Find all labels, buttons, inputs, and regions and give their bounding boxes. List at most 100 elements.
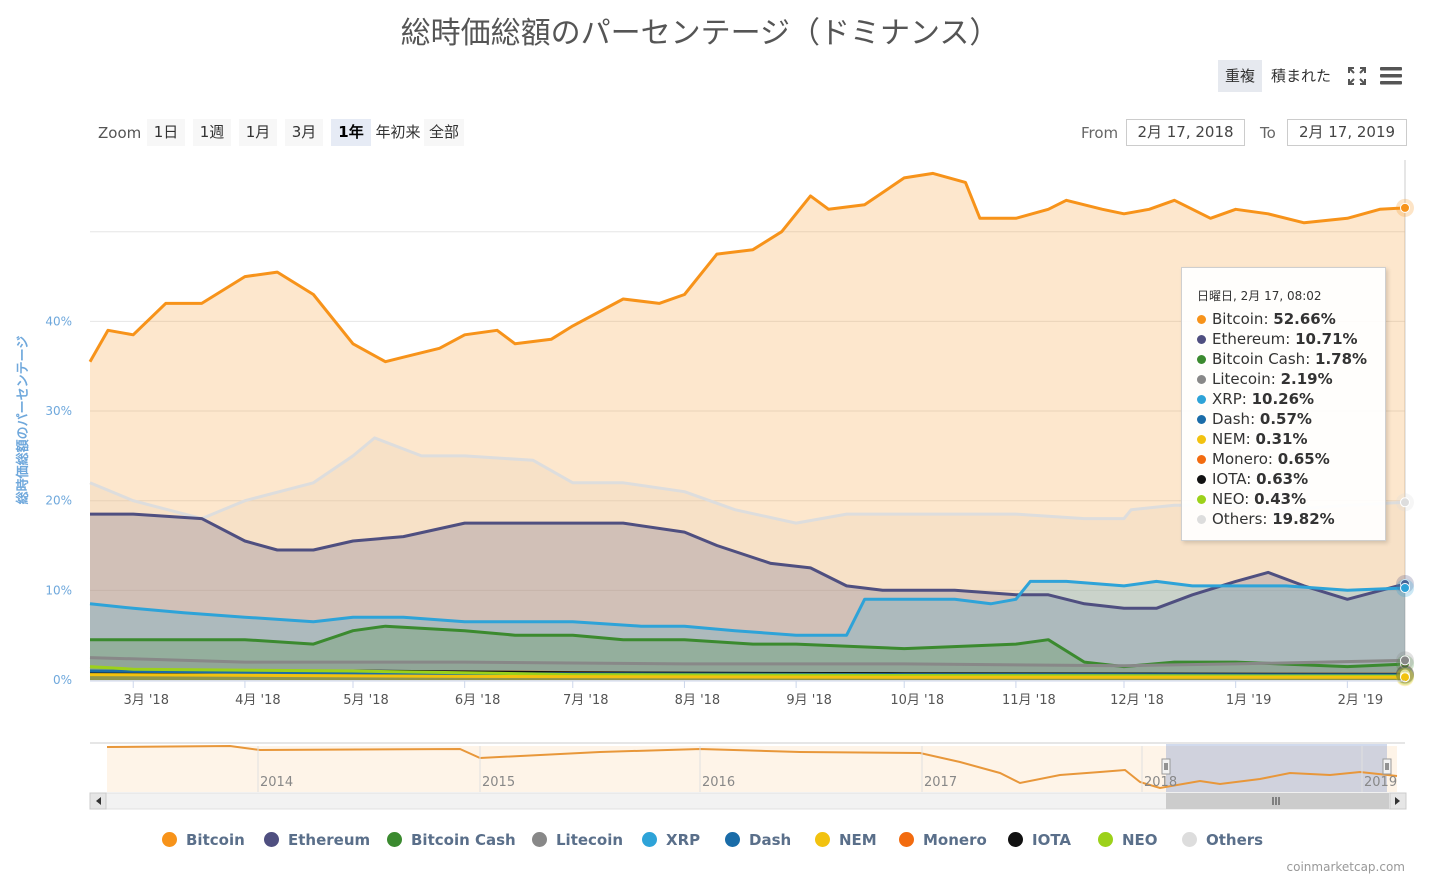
- legend-dot-icon: [815, 832, 830, 847]
- x-tick-label: 5月 '18: [343, 693, 389, 708]
- series-line-ethereum[interactable]: [90, 512, 1406, 610]
- legend-dot-icon: [1008, 832, 1023, 847]
- tooltip-row: Monero: 0.65%: [1197, 449, 1385, 469]
- tooltip-row: Dash: 0.57%: [1197, 409, 1385, 429]
- series-line-others[interactable]: [89, 436, 1406, 525]
- legend-label: Ethereum: [288, 831, 371, 849]
- tooltip-dot-icon: [1197, 395, 1206, 404]
- legend-dot-icon: [1098, 832, 1113, 847]
- fullscreen-icon[interactable]: [1343, 62, 1371, 90]
- tooltip-series-value: 10.71%: [1295, 330, 1358, 348]
- tooltip-series-name: Dash: [1212, 410, 1251, 428]
- navigator-handle[interactable]: [1161, 758, 1171, 775]
- x-tick-label: 7月 '18: [563, 693, 609, 708]
- tooltip-series-value: 0.43%: [1254, 490, 1307, 508]
- hamburger-menu-icon[interactable]: [1377, 62, 1405, 90]
- navigator-mask[interactable]: [1166, 744, 1387, 792]
- y-tick-label: 0%: [53, 673, 72, 687]
- tooltip-series-value: 52.66%: [1273, 310, 1336, 328]
- tooltip-row: Litecoin: 2.19%: [1197, 369, 1385, 389]
- from-date-input[interactable]: 2月 17, 2018: [1126, 119, 1245, 146]
- tooltip-series-value: 0.31%: [1255, 430, 1308, 448]
- x-tick-label: 8月 '18: [675, 693, 721, 708]
- legend-item-ethereum[interactable]: Ethereum: [264, 828, 370, 852]
- x-tick-label: 9月 '18: [786, 693, 832, 708]
- legend-item-monero[interactable]: Monero: [899, 828, 987, 852]
- navigator-line: [106, 744, 1398, 790]
- tooltip-series-name: Bitcoin Cash: [1212, 350, 1306, 368]
- zoom-button-3m[interactable]: 3月: [285, 119, 323, 146]
- legend-dot-icon: [264, 832, 279, 847]
- legend-label: NEM: [839, 831, 877, 849]
- legend-dot-icon: [162, 832, 177, 847]
- series-line-litecoin[interactable]: [89, 656, 1406, 668]
- overlap-toggle-button[interactable]: 重複: [1218, 60, 1263, 92]
- legend-dot-icon: [1182, 832, 1197, 847]
- navigator-tick-label: 2019: [1364, 775, 1397, 790]
- navigator-tick-label: 2014: [260, 775, 293, 790]
- tooltip-dot-icon: [1197, 315, 1206, 324]
- navigator[interactable]: 2014 2015 2016 2017 2018 2019: [89, 742, 1407, 810]
- tooltip-dot-icon: [1197, 495, 1206, 504]
- legend-dot-icon: [899, 832, 914, 847]
- legend-item-nem[interactable]: NEM: [815, 828, 877, 852]
- tooltip-series-name: NEM: [1212, 430, 1246, 448]
- to-date-input[interactable]: 2月 17, 2019: [1287, 119, 1407, 146]
- x-tick-label: 4月 '18: [235, 693, 281, 708]
- legend-item-litecoin[interactable]: Litecoin: [532, 828, 623, 852]
- credits-link[interactable]: coinmarketcap.com: [1286, 860, 1405, 874]
- y-axis-label: 総時価総額のパーセンテージ: [15, 336, 31, 505]
- series-line-nem[interactable]: [89, 673, 1406, 679]
- zoom-button-ytd[interactable]: 年初来: [373, 119, 423, 146]
- legend-label: Dash: [749, 831, 792, 849]
- x-tick-label: 6月 '18: [455, 693, 501, 708]
- from-label: From: [1081, 124, 1119, 142]
- legend-item-neo[interactable]: NEO: [1098, 828, 1158, 852]
- tooltip-dot-icon: [1197, 335, 1206, 344]
- tooltip-series-value: 2.19%: [1280, 370, 1333, 388]
- legend-dot-icon: [387, 832, 402, 847]
- tooltip-series-name: Monero: [1212, 450, 1268, 468]
- navigator-tick-label: 2018: [1144, 775, 1177, 790]
- zoom-button-all[interactable]: 全部: [424, 119, 464, 146]
- marker-litecoin: [1400, 655, 1410, 666]
- tooltip-row: Bitcoin: 52.66%: [1197, 309, 1385, 329]
- legend-label: Bitcoin: [186, 831, 245, 849]
- zoom-button-1d[interactable]: 1日: [147, 119, 185, 146]
- arrow-left-icon: [96, 797, 101, 805]
- tooltip-dot-icon: [1197, 375, 1206, 384]
- x-tick-label: 1月 '19: [1226, 693, 1272, 708]
- tooltip-dot-icon: [1197, 475, 1206, 484]
- navigator-handle[interactable]: [1382, 758, 1392, 775]
- scrollbar-thumb[interactable]: [1166, 793, 1389, 809]
- stacked-toggle-button[interactable]: 積まれた: [1271, 67, 1332, 85]
- tooltip-row: Others: 19.82%: [1197, 509, 1385, 529]
- y-tick-label: 10%: [45, 583, 72, 597]
- legend-item-dash[interactable]: Dash: [725, 828, 791, 852]
- y-tick-label: 40%: [45, 314, 72, 328]
- series-line-xrp[interactable]: [89, 579, 1406, 637]
- legend-item-bitcoin[interactable]: Bitcoin: [162, 828, 245, 852]
- legend-label: NEO: [1122, 831, 1158, 849]
- legend-item-others[interactable]: Others: [1182, 828, 1263, 852]
- tooltip-row: NEM: 0.31%: [1197, 429, 1385, 449]
- tooltip-series-value: 0.65%: [1277, 450, 1330, 468]
- series-line-neo[interactable]: [89, 665, 1406, 678]
- tooltip-series-name: NEO: [1212, 490, 1245, 508]
- x-tick-label: 10月 '18: [890, 693, 944, 708]
- tooltip-series-name: Others: [1212, 510, 1263, 528]
- zoom-button-1w[interactable]: 1週: [193, 119, 231, 146]
- legend-item-iota[interactable]: IOTA: [1008, 828, 1071, 852]
- tooltip: 日曜日, 2月 17, 08:02 Bitcoin: 52.66% Ethereu…: [1181, 267, 1386, 541]
- tooltip-header: 日曜日, 2月 17, 08:02: [1197, 289, 1322, 303]
- tooltip-series-value: 1.78%: [1315, 350, 1368, 368]
- legend-item-xrp[interactable]: XRP: [642, 828, 700, 852]
- series-line-bitcoin[interactable]: [88, 171, 1406, 364]
- tooltip-series-value: 10.26%: [1251, 390, 1315, 408]
- y-tick-label: 30%: [45, 404, 72, 418]
- zoom-button-1m[interactable]: 1月: [239, 119, 277, 146]
- tooltip-dot-icon: [1197, 415, 1206, 424]
- zoom-button-1y[interactable]: 1年: [331, 119, 371, 146]
- legend-label: Others: [1206, 831, 1264, 849]
- legend-item-bitcoin-cash[interactable]: Bitcoin Cash: [387, 828, 516, 852]
